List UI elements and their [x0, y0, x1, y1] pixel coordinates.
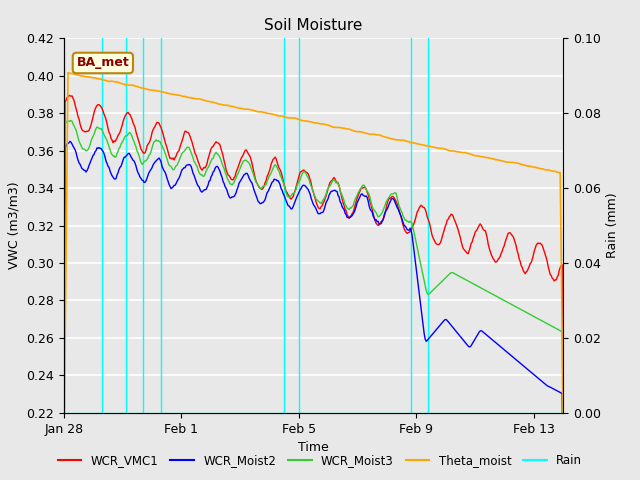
Y-axis label: Rain (mm): Rain (mm) [607, 193, 620, 258]
Y-axis label: VWC (m3/m3): VWC (m3/m3) [8, 182, 21, 269]
Text: BA_met: BA_met [77, 57, 129, 70]
X-axis label: Time: Time [298, 441, 329, 454]
Title: Soil Moisture: Soil Moisture [264, 18, 363, 33]
Legend: WCR_VMC1, WCR_Moist2, WCR_Moist3, Theta_moist, Rain: WCR_VMC1, WCR_Moist2, WCR_Moist3, Theta_… [53, 449, 587, 472]
